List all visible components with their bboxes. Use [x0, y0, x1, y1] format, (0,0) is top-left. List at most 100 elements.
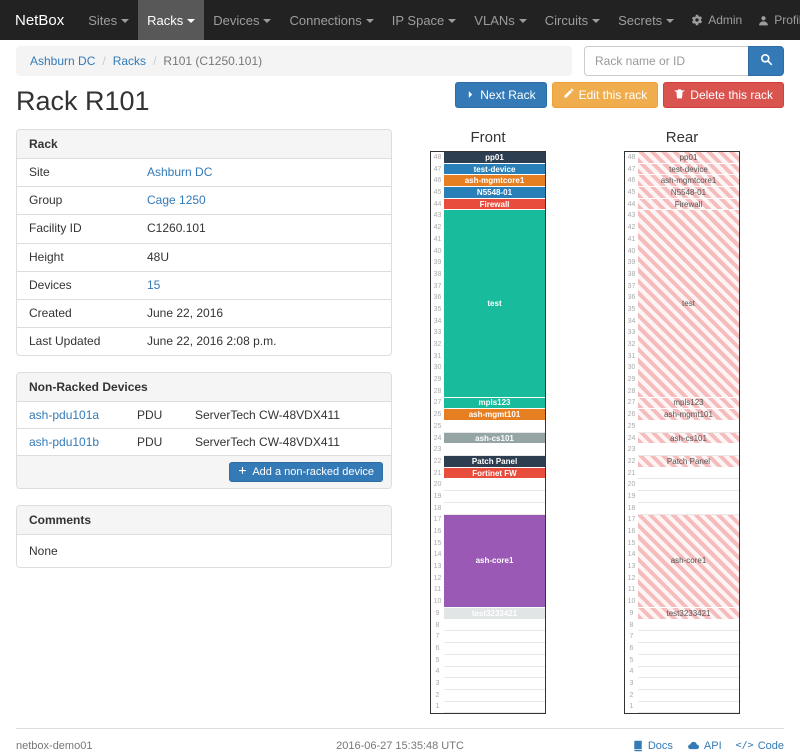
- rack-slot-device[interactable]: ash-core1: [444, 514, 545, 609]
- unit-number: 15: [433, 539, 442, 547]
- nav-item-connections[interactable]: Connections: [280, 0, 382, 40]
- rack-rear-slots: pp01 test-device ash-mgmtcore1 N5548-01 Fire…: [638, 152, 739, 714]
- rack-attr-row: Group Cage 1250: [17, 186, 391, 214]
- search-button[interactable]: [748, 46, 784, 76]
- rack-slot-empty: [638, 421, 739, 433]
- caret-down-icon: [187, 19, 196, 23]
- next-rack-button[interactable]: Next Rack: [455, 82, 547, 108]
- rack-slot-device[interactable]: ash-cs101: [638, 432, 739, 445]
- footer-link-api[interactable]: API: [687, 739, 722, 752]
- rack-slot-device[interactable]: ash-core1: [638, 514, 739, 609]
- rack-slot-device[interactable]: N5548-01: [444, 187, 545, 199]
- unit-number: 5: [435, 656, 440, 664]
- nav-item-devices[interactable]: Devices: [204, 0, 280, 40]
- nav-item-label: Devices: [213, 12, 260, 28]
- device-label: test3233421: [471, 608, 518, 618]
- rack-slot-device[interactable]: ash-mgmt101: [638, 409, 739, 421]
- unit-number: 7: [629, 633, 634, 641]
- unit-number: 9: [629, 609, 634, 617]
- rack-slot-device[interactable]: pp01: [444, 152, 545, 164]
- rack-slot-empty: [638, 701, 739, 714]
- rack-slot-empty: [444, 619, 545, 632]
- unit-number: 25: [433, 422, 442, 430]
- nav-item-secrets[interactable]: Secrets: [609, 0, 683, 40]
- rack-attr-row: Site Ashburn DC: [17, 159, 391, 186]
- add-non-racked-label: Add a non-racked device: [252, 466, 374, 479]
- rack-slot-empty: [444, 701, 545, 714]
- attr-value[interactable]: 15: [147, 277, 161, 292]
- unit-number: 46: [627, 177, 636, 185]
- unit-number: 23: [433, 446, 442, 454]
- rear-title: Rear: [665, 129, 699, 146]
- unit-number: 48: [433, 154, 442, 161]
- nav-item-vlans[interactable]: VLANs: [465, 0, 535, 40]
- search-input[interactable]: [584, 46, 748, 76]
- rack-slot-device[interactable]: mpls123: [638, 397, 739, 410]
- edit-rack-button[interactable]: Edit this rack: [551, 82, 659, 108]
- unit-number: 38: [433, 270, 442, 278]
- rack-slot-empty: [444, 678, 545, 690]
- rack-slot-device[interactable]: test3233421: [444, 608, 545, 620]
- breadcrumb-item-ashburn-dc[interactable]: Ashburn DC: [30, 54, 96, 68]
- device-name-link[interactable]: ash-pdu101a: [29, 408, 100, 423]
- nav-item-sites[interactable]: Sites: [79, 0, 138, 40]
- delete-rack-button[interactable]: Delete this rack: [663, 82, 784, 108]
- device-label: mpls123: [478, 398, 511, 408]
- rack-slot-device[interactable]: ash-cs101: [444, 432, 545, 445]
- unit-number: 25: [627, 422, 636, 430]
- nav-item-circuits[interactable]: Circuits: [536, 0, 609, 40]
- rack-slot-device[interactable]: pp01: [638, 152, 739, 164]
- nav-item-ip-space[interactable]: IP Space: [383, 0, 466, 40]
- rack-slot-device[interactable]: test3233421: [638, 608, 739, 620]
- top-navbar: NetBox Sites Racks Devices Connections IP Sp…: [0, 0, 800, 40]
- trash-icon: [674, 88, 685, 102]
- unit-number: 33: [627, 329, 636, 337]
- unit-number: 28: [433, 387, 442, 395]
- device-label: N5548-01: [476, 187, 513, 197]
- book-icon: [632, 740, 644, 752]
- device-name-link[interactable]: ash-pdu101b: [29, 435, 100, 450]
- nav-item-label: Racks: [147, 12, 184, 28]
- unit-number: 36: [627, 294, 636, 302]
- rack-slot-device[interactable]: Fortinet FW: [444, 467, 545, 480]
- unit-number: 18: [627, 504, 636, 512]
- page-title: Rack R101: [16, 86, 150, 116]
- edit-rack-label: Edit this rack: [578, 88, 648, 102]
- next-rack-label: Next Rack: [480, 88, 536, 102]
- rack-slot-device[interactable]: ash-mgmt101: [444, 409, 545, 421]
- breadcrumb-separator: /: [153, 54, 157, 68]
- rack-slot-device[interactable]: N5548-01: [638, 187, 739, 199]
- pencil-icon: [563, 88, 574, 102]
- unit-number: 44: [433, 200, 442, 208]
- caret-down-icon: [666, 19, 675, 23]
- rack-slot-device[interactable]: test-device: [444, 163, 545, 176]
- rack-slot-device[interactable]: test: [444, 210, 545, 398]
- rack-slot-device[interactable]: test-device: [638, 163, 739, 176]
- rack-slot-device[interactable]: ash-mgmtcore1: [638, 175, 739, 188]
- nav-profile[interactable]: Profile: [750, 0, 800, 40]
- rack-info-panel: Rack Site Ashburn DC Group Cage 1250 Facilit…: [16, 129, 392, 357]
- rack-slot-device[interactable]: Firewall: [638, 198, 739, 211]
- rack-slot-device[interactable]: Patch Panel: [638, 456, 739, 468]
- rack-slot-device[interactable]: Patch Panel: [444, 456, 545, 468]
- footer-link-code[interactable]: </> Code: [736, 739, 784, 752]
- attr-value[interactable]: Ashburn DC: [147, 165, 213, 179]
- rack-slot-device[interactable]: ash-mgmtcore1: [444, 175, 545, 188]
- nav-item-racks[interactable]: Racks: [138, 0, 205, 40]
- unit-number: 30: [433, 364, 442, 372]
- rack-slot-device[interactable]: Firewall: [444, 198, 545, 211]
- footer-link-label: API: [703, 739, 722, 752]
- netbox-logo[interactable]: NetBox: [15, 11, 65, 29]
- rack-slot-device[interactable]: test: [638, 210, 739, 398]
- non-racked-footer: Add a non-racked device: [17, 455, 391, 489]
- attr-value[interactable]: Cage 1250: [147, 193, 206, 208]
- server-time: 2016-06-27 15:35:48 UTC: [336, 739, 464, 752]
- rack-front-slots: pp01 test-device ash-mgmtcore1 N5548-01 Fire…: [444, 152, 545, 714]
- footer-link-docs[interactable]: Docs: [632, 739, 673, 752]
- add-non-racked-device-button[interactable]: Add a non-racked device: [229, 462, 383, 483]
- unit-number: 8: [435, 621, 440, 629]
- breadcrumb-item-racks[interactable]: Racks: [112, 54, 147, 68]
- unit-number: 9: [435, 609, 440, 617]
- rack-slot-device[interactable]: mpls123: [444, 397, 545, 410]
- nav-admin[interactable]: Admin: [683, 0, 750, 40]
